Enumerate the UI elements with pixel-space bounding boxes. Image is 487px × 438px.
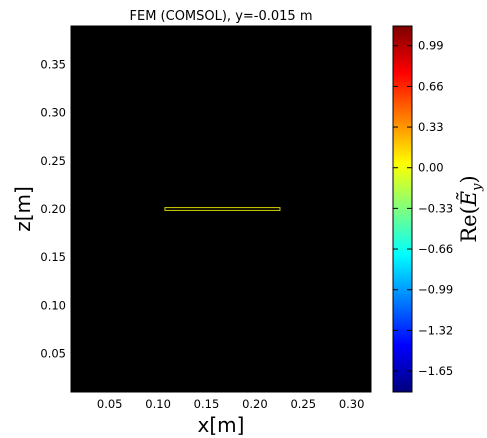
colorbar-tick-label: −0.33 bbox=[418, 201, 453, 215]
colorbar-tick-label: 0.00 bbox=[418, 161, 444, 175]
x-tick-label: 0.15 bbox=[194, 397, 220, 411]
source-element bbox=[161, 204, 284, 214]
colorbar-label: Re(Ẽy) bbox=[457, 175, 485, 242]
colorbar-frame bbox=[392, 25, 413, 393]
x-tick-label: 0.10 bbox=[145, 397, 171, 411]
y-tick-label: 0.05 bbox=[40, 346, 66, 360]
x-tick-label: 0.20 bbox=[242, 397, 268, 411]
y-axis-label: z[m] bbox=[11, 186, 35, 232]
y-tick-label: 0.15 bbox=[40, 250, 66, 264]
x-axis-ticks: 0.05 0.10 0.15 0.20 0.25 0.30 bbox=[97, 26, 365, 411]
field-image bbox=[71, 26, 371, 392]
heatmap-plot bbox=[71, 26, 371, 392]
colorbar-tick-label: 0.33 bbox=[418, 120, 444, 134]
colorbar-tick-label: −0.66 bbox=[418, 242, 453, 256]
y-tick-label: 0.10 bbox=[40, 298, 66, 312]
colorbar-tick-label: −1.32 bbox=[418, 323, 453, 337]
y-tick-label: 0.30 bbox=[40, 106, 66, 120]
y-axis-ticks: 0.05 0.10 0.15 0.20 0.25 0.30 0.35 bbox=[40, 58, 371, 360]
y-tick-label: 0.25 bbox=[40, 154, 66, 168]
source-element-inner bbox=[164, 207, 281, 211]
colorbar-ticks: 0.99 0.66 0.33 0.00 −0.33 −0.66 −0.99 −1.32 −1.6… bbox=[393, 39, 453, 378]
x-tick-label: 0.05 bbox=[97, 397, 123, 411]
colorbar-tick-label: 0.66 bbox=[418, 79, 444, 93]
x-tick-label: 0.25 bbox=[290, 397, 316, 411]
colorbar-gradient bbox=[393, 26, 412, 392]
colorbar-tick-label: −1.65 bbox=[418, 364, 453, 378]
chart-title: FEM (COMSOL), y=-0.015 m bbox=[130, 9, 313, 24]
colorbar-tick-label: 0.99 bbox=[418, 39, 444, 53]
y-tick-label: 0.35 bbox=[40, 58, 66, 72]
x-tick-label: 0.30 bbox=[339, 397, 365, 411]
colorbar-tick-label: −0.99 bbox=[418, 283, 453, 297]
colorbar: 0.99 0.66 0.33 0.00 −0.33 −0.66 −0.99 −1.32 −1.6… bbox=[392, 25, 453, 393]
y-tick-label: 0.20 bbox=[40, 202, 66, 216]
x-axis-label: x[m] bbox=[198, 413, 245, 437]
